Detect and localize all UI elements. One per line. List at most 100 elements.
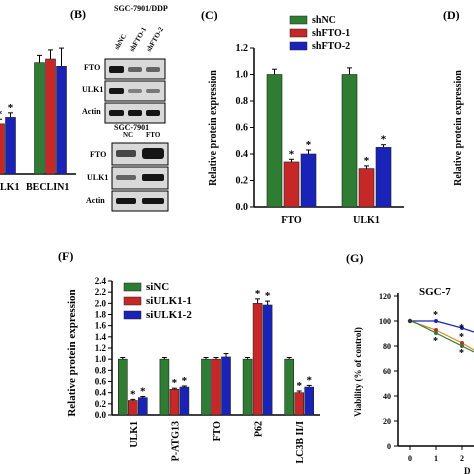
panel-g-point [434, 331, 438, 335]
bar [375, 147, 392, 208]
panel-a-bars: ** [0, 47, 67, 175]
y-tick-label: 0.2 [236, 176, 249, 187]
panel-g: (G) SGC-7 Viability (% of control) 0 20 … [346, 251, 474, 474]
y-tick-label: 1.0 [95, 354, 107, 364]
panel-g-line-orange [409, 320, 474, 351]
y-tick-label: 0.8 [95, 365, 107, 375]
y-tick-label: 2.0 [95, 298, 107, 308]
panel-g-ytick-100: 100 [379, 317, 391, 326]
y-tick-label: 1.2 [95, 343, 107, 353]
panel-g-axes [394, 293, 474, 450]
panel-g-point [460, 326, 464, 330]
bar [169, 389, 180, 416]
panel-g-xtick-2: 2 [460, 454, 464, 463]
significance-marker: * [0, 108, 3, 120]
bar [266, 74, 283, 208]
y-tick-label: 2.2 [95, 287, 107, 297]
x-tick-label: FTO [212, 421, 223, 442]
panel-b-letter: (B) [70, 7, 86, 21]
panel-g-xtick-0: 0 [408, 454, 412, 463]
legend-swatch [123, 310, 142, 320]
y-tick-label: 0.8 [236, 96, 249, 107]
panel-d: (D) Relative protein expression [443, 8, 464, 186]
bar [179, 386, 190, 416]
legend-swatch [289, 41, 308, 51]
bar [5, 117, 16, 175]
panel-g-xlabel: D [464, 466, 471, 474]
panel-g-title: SGC-7 [419, 286, 451, 298]
y-tick-label: 0.6 [95, 377, 107, 387]
bar [159, 358, 170, 416]
panel-g-sig: * [433, 310, 438, 321]
panel-b-lane-fto: FTO [146, 131, 161, 139]
significance-marker: * [306, 374, 312, 386]
bar [242, 358, 253, 416]
panel-b-lane-nc: NC [123, 131, 133, 139]
significance-marker: * [182, 375, 188, 387]
panel-f-ylabel: Relative protein expression [66, 289, 78, 416]
bar [221, 356, 231, 416]
panel-d-ylabel: Relative protein expression [453, 70, 464, 186]
legend-swatch [289, 28, 308, 38]
panel-g-point [407, 318, 413, 324]
panel-g-sig: * [459, 348, 464, 359]
y-tick-label: 0.4 [236, 149, 249, 160]
bar [56, 66, 67, 175]
significance-marker: * [140, 386, 146, 398]
blot-top-actin [104, 102, 166, 124]
y-tick-label: 0.0 [236, 202, 249, 213]
y-tick-label: 1.0 [236, 70, 249, 81]
panel-c-bars: * * FTO * * ULK1 [266, 67, 392, 226]
significance-marker: * [265, 290, 271, 302]
panel-b-row-fto-bottom: FTO [90, 150, 106, 159]
significance-marker: * [8, 102, 14, 114]
panel-d-letter: (D) [443, 8, 460, 22]
legend-swatch [123, 282, 142, 292]
y-tick-label: 1.6 [95, 321, 107, 331]
panel-f-letter: (F) [58, 249, 73, 263]
panel-g-lines: * * * * * [407, 310, 474, 359]
significance-marker: * [306, 139, 312, 151]
panel-b-title-bottom: SGC-7901 [114, 123, 149, 132]
x-tick-label: ULK1 [129, 421, 140, 448]
blot-top-fto [104, 58, 166, 80]
panel-g-sig: * [459, 323, 464, 334]
y-tick-label: 0.0 [95, 410, 107, 420]
panel-g-ytick-0: 0 [387, 442, 391, 451]
bar [304, 386, 315, 416]
y-tick-label: 1.4 [95, 332, 107, 342]
panel-b-row-ulk1-top: ULK1 [82, 85, 103, 94]
y-tick-label: 0.4 [95, 388, 107, 398]
blot-bottom-ulk1 [111, 166, 169, 190]
legend-swatch [123, 296, 142, 306]
x-tick-label: LC3B II/I [295, 421, 306, 464]
x-tick-label: P62 [254, 421, 265, 437]
bar [283, 161, 300, 208]
bar [34, 62, 45, 175]
bar [211, 358, 221, 416]
blot-bottom-actin [111, 190, 169, 212]
panel-g-ytick-80: 80 [383, 342, 391, 351]
y-tick-label: 0.2 [95, 399, 107, 409]
panel-g-point [434, 328, 438, 332]
x-tick-label: P-ATG13 [170, 421, 181, 461]
panel-a-xtick-ulk1: LK1 [0, 182, 19, 193]
significance-marker: * [289, 148, 295, 160]
panel-b-lane-shfto2: shFTO-2 [145, 25, 166, 53]
panel-g-point [460, 344, 464, 348]
significance-marker: * [381, 134, 387, 146]
bar [128, 400, 138, 416]
panel-g-ytick-20: 20 [383, 417, 391, 426]
bar [45, 58, 56, 175]
significance-marker: * [296, 380, 302, 392]
panel-g-line-green [409, 319, 474, 353]
panel-b: (B) SGC-7901/DDP shNC shFTO-1 shFTO-2 FT… [70, 4, 169, 212]
panel-c: (C) Relative protein expression 0.0 0.2 0.… [201, 8, 404, 226]
panel-b-row-actin-top: Actin [82, 107, 101, 116]
panel-g-point [434, 319, 438, 323]
panel-g-xtick-1: 1 [434, 454, 438, 463]
y-tick-label: 2.4 [95, 276, 107, 286]
significance-marker: * [255, 288, 261, 300]
significance-marker: * [172, 377, 178, 389]
panel-g-ytick-40: 40 [383, 392, 391, 401]
